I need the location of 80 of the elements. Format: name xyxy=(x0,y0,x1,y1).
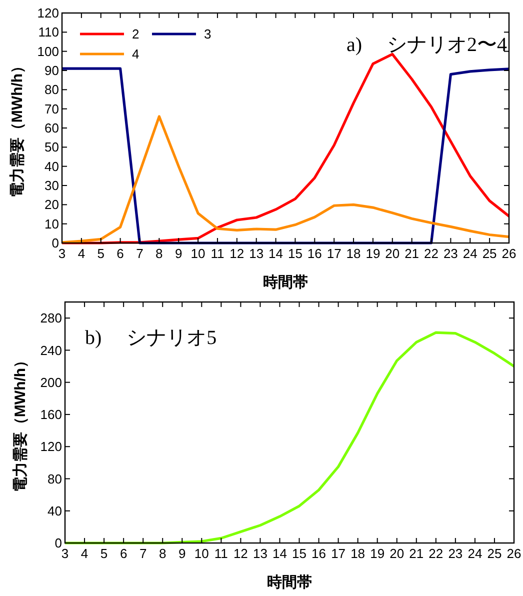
x-tick-label: 14 xyxy=(272,546,287,561)
x-tick-label: 22 xyxy=(428,546,444,561)
x-tick-label: 16 xyxy=(312,546,326,561)
x-tick-label: 10 xyxy=(190,246,206,261)
y-tick-label: 280 xyxy=(40,310,62,326)
x-tick-label: 17 xyxy=(331,546,346,561)
x-tick-label: 23 xyxy=(443,246,458,261)
x-tick-label: 9 xyxy=(178,546,186,561)
legend-label: 2 xyxy=(132,26,140,42)
x-tick-label: 23 xyxy=(448,546,463,561)
x-tick-label: 18 xyxy=(350,546,366,561)
x-tick-label: 25 xyxy=(482,246,497,261)
x-tick-label: 3 xyxy=(58,246,66,261)
x-tick-label: 24 xyxy=(462,246,478,261)
y-tick-label: 120 xyxy=(40,439,62,454)
x-tick-label: 17 xyxy=(326,246,342,261)
x-tick-label: 19 xyxy=(366,246,380,261)
x-tick-label: 9 xyxy=(174,246,182,261)
y-tick-label: 30 xyxy=(44,178,59,194)
y-tick-label: 200 xyxy=(40,374,62,390)
x-tick-label: 3 xyxy=(61,546,69,561)
y-tick-label: 160 xyxy=(40,407,62,422)
x-axis-title: 時間帯 xyxy=(263,274,308,291)
x-tick-label: 6 xyxy=(120,546,128,561)
y-axis-title: 電力需要（MWh/h） xyxy=(9,58,26,198)
x-tick-label: 20 xyxy=(390,546,404,561)
x-tick-label: 5 xyxy=(100,546,108,561)
x-tick-label: 14 xyxy=(268,246,284,261)
x-tick-label: 21 xyxy=(404,246,420,261)
x-tick-label: 7 xyxy=(136,246,144,261)
y-tick-label: 10 xyxy=(44,216,59,232)
x-tick-label: 18 xyxy=(346,246,361,261)
y-tick-label: 240 xyxy=(40,342,62,358)
x-tick-label: 4 xyxy=(78,246,86,261)
annotation: a) シナリオ2〜4 xyxy=(346,34,507,56)
line-series xyxy=(62,115,509,244)
x-tick-label: 24 xyxy=(468,546,482,561)
y-tick-label: 0 xyxy=(54,536,62,551)
y-tick-label: 90 xyxy=(44,63,59,78)
line-series xyxy=(65,331,514,544)
y-tick-label: 110 xyxy=(38,24,59,40)
x-tick-label: 26 xyxy=(506,546,522,561)
x-tick-label: 12 xyxy=(233,546,248,561)
y-tick-label: 120 xyxy=(37,6,59,21)
y-tick-label: 80 xyxy=(44,82,59,98)
x-tick-label: 15 xyxy=(292,546,306,561)
x-tick-label: 19 xyxy=(370,546,385,561)
x-tick-label: 7 xyxy=(139,546,147,561)
x-tick-label: 12 xyxy=(230,246,244,261)
x-tick-label: 20 xyxy=(385,246,400,261)
y-tick-label: 60 xyxy=(44,120,59,136)
x-tick-label: 8 xyxy=(156,246,163,261)
legend-label: 3 xyxy=(204,26,212,42)
x-tick-label: 13 xyxy=(249,246,264,261)
x-tick-label: 8 xyxy=(158,546,166,561)
y-tick-label: 40 xyxy=(44,158,59,174)
y-tick-label: 20 xyxy=(44,197,59,212)
y-tick-label: 40 xyxy=(48,503,62,518)
y-axis-title: 電力需要（MWh/h） xyxy=(12,352,29,492)
y-tick-label: 0 xyxy=(52,236,59,251)
y-tick-label: 70 xyxy=(44,101,59,116)
x-tick-label: 21 xyxy=(409,546,424,561)
x-tick-label: 15 xyxy=(288,246,302,261)
x-tick-label: 16 xyxy=(307,246,322,261)
x-tick-label: 26 xyxy=(502,246,516,261)
y-tick-label: 100 xyxy=(37,44,59,59)
x-tick-label: 10 xyxy=(194,546,209,561)
x-tick-label: 11 xyxy=(210,246,224,261)
x-tick-label: 11 xyxy=(214,546,228,561)
y-tick-label: 80 xyxy=(48,471,62,486)
legend-label: 4 xyxy=(132,46,140,62)
x-tick-label: 5 xyxy=(97,246,104,261)
x-tick-label: 25 xyxy=(487,546,502,561)
x-tick-label: 22 xyxy=(424,246,438,261)
y-tick-label: 50 xyxy=(44,140,59,155)
annotation: b) シナリオ5 xyxy=(85,327,217,349)
x-tick-label: 13 xyxy=(252,546,268,561)
x-axis-title: 時間帯 xyxy=(267,574,312,591)
x-tick-label: 4 xyxy=(80,546,88,561)
x-tick-label: 6 xyxy=(116,246,124,261)
